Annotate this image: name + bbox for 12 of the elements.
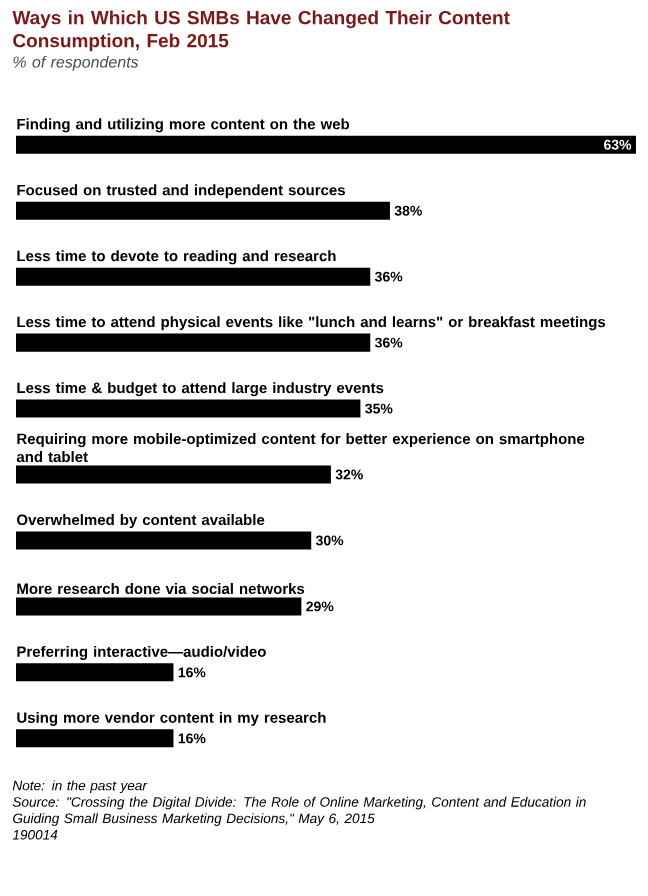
bar [16,729,174,748]
bar [16,135,636,154]
bar [16,465,331,484]
bar [16,531,312,550]
bar [16,333,371,352]
bar [16,663,174,682]
bar [16,597,302,616]
chart-subtitle: % of respondents [13,55,139,71]
bar [16,267,371,286]
chart-title: Ways in Which US SMBs Have Changed Their Content Consumption, Feb 2015 [12,10,510,52]
bar [16,201,390,220]
bar [16,399,361,418]
